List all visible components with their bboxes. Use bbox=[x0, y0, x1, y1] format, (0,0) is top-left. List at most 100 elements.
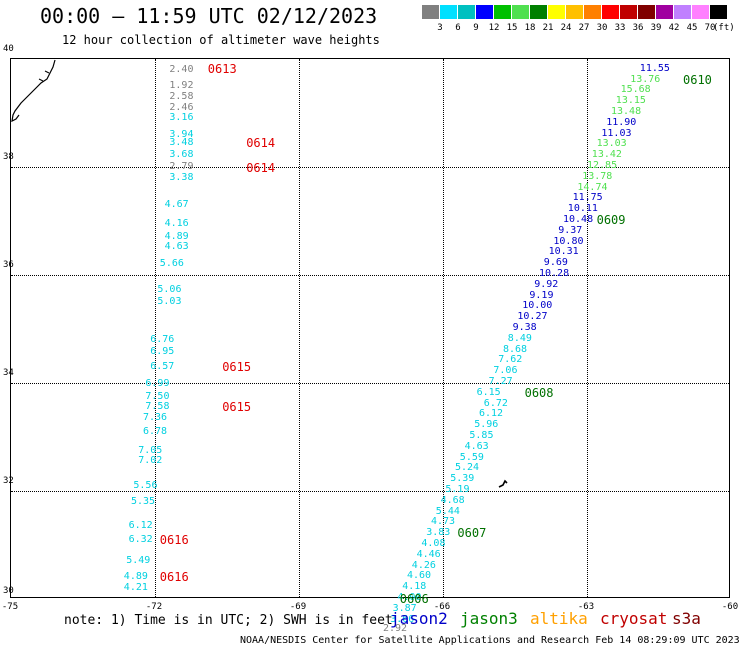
wave-height-value: 13.03 bbox=[596, 138, 627, 150]
wave-height-value: 5.66 bbox=[159, 258, 184, 270]
wave-height-value: 5.35 bbox=[131, 495, 156, 507]
y-tick-label: 38 bbox=[3, 152, 14, 162]
wave-height-value: 13.48 bbox=[611, 105, 642, 117]
wave-height-value: 4.18 bbox=[402, 581, 427, 593]
legend-cryosat: cryosat bbox=[600, 609, 668, 628]
wave-height-value: 5.03 bbox=[157, 296, 182, 307]
wave-height-value: 5.56 bbox=[133, 479, 158, 491]
wave-height-value: 5.49 bbox=[126, 555, 151, 567]
legend-jason3: jason3 bbox=[460, 609, 518, 628]
pass-time-label: 0614 bbox=[246, 161, 276, 176]
legend-jason2: jason2 bbox=[390, 609, 448, 628]
wave-height-value: 6.32 bbox=[128, 533, 153, 545]
color-scale-swatch bbox=[458, 5, 475, 19]
wave-height-value: 6.78 bbox=[143, 425, 168, 437]
island-mark bbox=[498, 479, 508, 488]
x-tick-label: -75 bbox=[1, 602, 19, 612]
gridline-lat bbox=[11, 383, 729, 384]
color-scale-swatch bbox=[692, 5, 709, 19]
wave-height-value: 13.76 bbox=[630, 73, 661, 85]
color-scale-swatch bbox=[494, 5, 511, 19]
gridline-lon bbox=[155, 59, 156, 597]
wave-height-value: 7.36 bbox=[143, 412, 168, 424]
wave-height-value: 6.72 bbox=[483, 397, 508, 409]
map-plot-area: 2.40 1.92 2.58 2.46 3.16 3.94 3.48 3.68 2.79 3.38… bbox=[10, 58, 730, 633]
legend-s3a: s3a bbox=[672, 609, 701, 628]
pass-time-label: 0614 bbox=[246, 135, 276, 150]
pass-time-label: 0615 bbox=[222, 359, 252, 374]
color-scale-swatch bbox=[584, 5, 601, 19]
gridline-lon bbox=[587, 59, 588, 597]
wave-height-value: 13.15 bbox=[615, 95, 646, 107]
wave-height-value: 4.68 bbox=[440, 494, 465, 506]
y-tick-label: 34 bbox=[3, 368, 14, 378]
y-tick-label: 36 bbox=[3, 260, 14, 270]
color-scale-swatch bbox=[674, 5, 691, 19]
wave-height-value: 3.87 bbox=[392, 602, 417, 614]
color-scale-label: 18 bbox=[524, 23, 536, 33]
wave-height-value: 4.16 bbox=[164, 217, 189, 229]
pass-time-label: 0608 bbox=[524, 385, 554, 400]
color-scale-label: 36 bbox=[632, 23, 644, 33]
wave-height-value: 10.00 bbox=[522, 300, 553, 312]
wave-height-value: 2.46 bbox=[169, 101, 194, 113]
wave-height-value: 4.73 bbox=[431, 516, 456, 528]
wave-height-value: 5.96 bbox=[474, 419, 499, 431]
color-scale-swatch bbox=[602, 5, 619, 19]
wave-height-value: 3.38 bbox=[169, 171, 194, 183]
wave-height-value: 7.06 bbox=[493, 365, 518, 377]
wave-height-value: 4.21 bbox=[123, 582, 148, 594]
gridline-lon bbox=[299, 59, 300, 597]
color-scale-swatch bbox=[530, 5, 547, 19]
wave-height-value: 10.11 bbox=[567, 203, 598, 215]
wave-height-value: 5.59 bbox=[459, 451, 484, 463]
wave-height-value: 2.92 bbox=[383, 622, 408, 634]
wave-height-value: 11.90 bbox=[606, 116, 637, 128]
page-subtitle: 12 hour collection of altimeter wave hei… bbox=[62, 33, 380, 47]
y-tick-label: 40 bbox=[3, 44, 14, 54]
wave-height-value: 4.46 bbox=[416, 548, 441, 560]
color-scale-label: 6 bbox=[455, 23, 461, 33]
y-tick-label: 30 bbox=[3, 586, 14, 596]
color-scale-label: 12 bbox=[488, 23, 500, 33]
color-scale-swatch bbox=[476, 5, 493, 19]
wave-height-value: 6.99 bbox=[145, 378, 170, 390]
wave-height-value: 6.12 bbox=[128, 520, 153, 532]
color-scale-swatch bbox=[638, 5, 655, 19]
wave-height-value: 4.60 bbox=[407, 570, 432, 582]
wave-height-value: 6.95 bbox=[150, 345, 175, 357]
color-scale-swatch bbox=[422, 5, 439, 19]
y-tick-label: 32 bbox=[3, 476, 14, 486]
wave-height-value: 4.63 bbox=[164, 240, 189, 252]
color-scale-label: 9 bbox=[473, 23, 479, 33]
gridline-lat bbox=[11, 491, 729, 492]
wave-height-value: 9.92 bbox=[534, 278, 559, 290]
wave-height-value: 7.62 bbox=[498, 354, 523, 366]
color-scale-label: 70 bbox=[704, 23, 716, 33]
color-scale-label: 21 bbox=[542, 23, 554, 33]
wave-height-value: 3.94 bbox=[169, 128, 194, 140]
page-title: 00:00 – 11:59 UTC 02/12/2023 bbox=[40, 4, 378, 28]
color-scale-label: 15 bbox=[506, 23, 518, 33]
pass-time-label: 0616 bbox=[159, 570, 189, 585]
wave-height-value: 14.74 bbox=[577, 181, 608, 193]
wave-height-value: 4.89 bbox=[164, 231, 189, 243]
color-scale-swatch bbox=[440, 5, 457, 19]
wave-height-value: 7.50 bbox=[145, 390, 170, 402]
wave-height-value: 3.48 bbox=[169, 136, 194, 148]
gridline-lat bbox=[11, 275, 729, 276]
pass-time-label: 0609 bbox=[596, 212, 626, 227]
wave-height-value: 7.27 bbox=[488, 375, 513, 387]
x-tick-label: -72 bbox=[145, 602, 163, 612]
wave-height-value: 5.44 bbox=[435, 505, 460, 517]
wave-height-value: 15.68 bbox=[620, 84, 651, 96]
credit-text: NOAA/NESDIS Center for Satellite Applica… bbox=[240, 635, 740, 646]
wave-height-value: 4.63 bbox=[464, 440, 489, 452]
wave-height-value: 3.16 bbox=[169, 112, 194, 124]
pass-time-label: 0616 bbox=[159, 532, 189, 547]
wave-height-value: 6.12 bbox=[479, 408, 504, 420]
gridline-lat bbox=[11, 167, 729, 168]
wave-height-value: 5.39 bbox=[450, 473, 475, 485]
wave-height-value: 5.24 bbox=[455, 462, 480, 474]
